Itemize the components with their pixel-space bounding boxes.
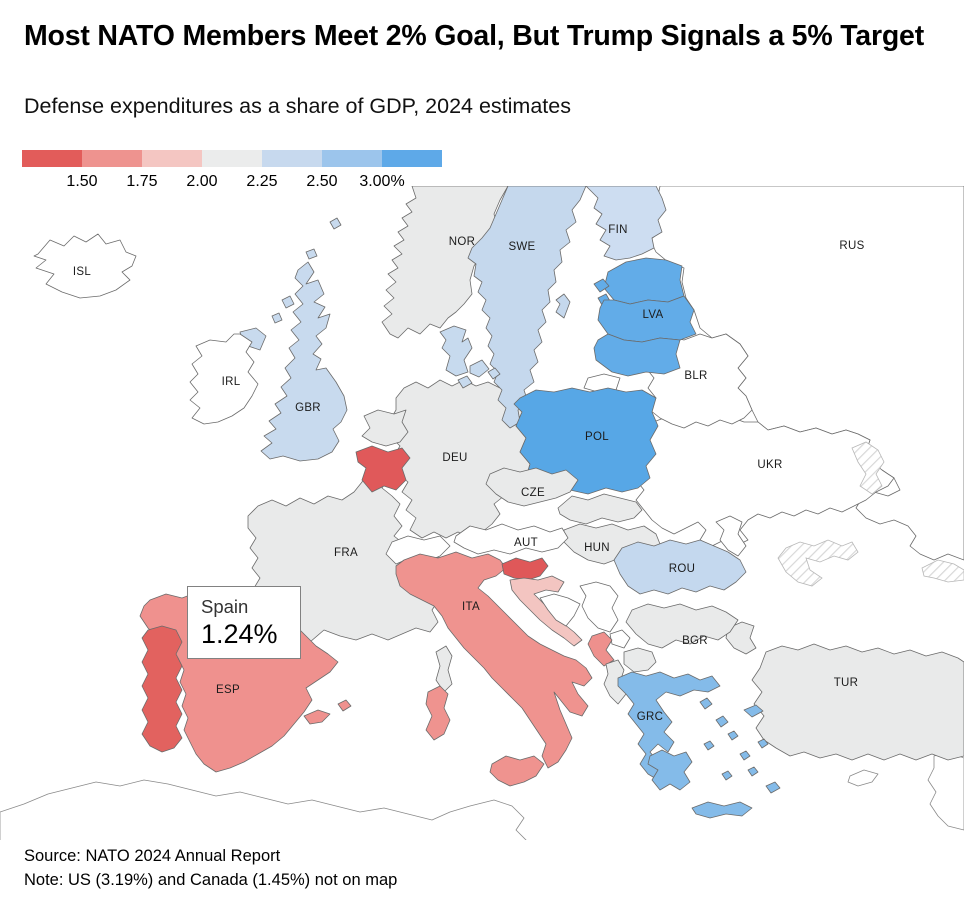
country-label-fin: FIN: [608, 224, 627, 236]
country-irl[interactable]: [189, 333, 259, 425]
country-est[interactable]: [603, 257, 685, 305]
gotland-island[interactable]: [555, 293, 571, 319]
legend-segment: [142, 150, 202, 167]
country-label-blr: BLR: [684, 370, 707, 382]
country-dnk[interactable]: [439, 325, 473, 377]
sardinia-island[interactable]: [425, 685, 451, 741]
country-bih[interactable]: [539, 593, 581, 627]
country-ukr[interactable]: [635, 415, 895, 547]
country-mda[interactable]: [715, 515, 747, 557]
country-cze[interactable]: [485, 467, 579, 507]
country-label-ita: ITA: [462, 601, 480, 613]
legend-segment: [82, 150, 142, 167]
country-srb[interactable]: [579, 581, 619, 633]
chart-footer: Source: NATO 2024 Annual Report Note: US…: [24, 845, 397, 893]
country-prt[interactable]: [141, 625, 183, 753]
country-tur-europe[interactable]: [725, 621, 757, 655]
legend-tick: 3.00%: [359, 173, 405, 190]
country-label-deu: DEU: [442, 452, 467, 464]
crete-island[interactable]: [691, 801, 753, 819]
country-lva[interactable]: [597, 295, 697, 343]
scottish-islands[interactable]: [271, 217, 342, 324]
country-alb[interactable]: [603, 659, 627, 705]
aegean-islands[interactable]: [699, 697, 781, 794]
tooltip-country-name: Spain: [201, 596, 249, 617]
country-label-nor: NOR: [449, 236, 475, 248]
country-swe[interactable]: [467, 186, 587, 429]
map-tooltip: Spain 1.24%: [187, 586, 301, 659]
country-mne[interactable]: [587, 631, 615, 667]
cyprus-island: [847, 769, 879, 787]
country-label-irl: IRL: [222, 376, 241, 388]
country-label-grc: GRC: [637, 711, 663, 723]
country-label-bgr: BGR: [682, 635, 708, 647]
legend-segment: [382, 150, 442, 167]
color-legend: 1.50 1.75 2.00 2.25 2.50 3.00%: [22, 150, 442, 195]
country-svn[interactable]: [501, 557, 549, 581]
country-label-gbr: GBR: [295, 402, 321, 414]
legend-segment: [22, 150, 82, 167]
country-ita[interactable]: [395, 551, 593, 769]
legend-color-bar: [22, 150, 442, 167]
balearic-islands[interactable]: [303, 699, 352, 725]
corsica-island[interactable]: [435, 645, 453, 693]
legend-segment: [202, 150, 262, 167]
country-label-rus: RUS: [839, 240, 864, 252]
sicily-island[interactable]: [489, 755, 545, 787]
tooltip-value: 1.24%: [201, 619, 278, 649]
crimea-hatched-region: [777, 539, 859, 587]
country-label-isl: ISL: [73, 266, 91, 278]
legend-tick: 1.75: [126, 173, 158, 190]
country-rou[interactable]: [613, 539, 747, 595]
page-subtitle: Defense expenditures as a share of GDP, …: [24, 94, 571, 118]
country-label-cze: CZE: [521, 487, 545, 499]
legend-segment: [322, 150, 382, 167]
levant-coast: [927, 751, 964, 831]
country-label-swe: SWE: [508, 241, 535, 253]
donbas-hatched-region: [851, 441, 885, 495]
africa-coast: [0, 779, 527, 840]
country-svk[interactable]: [557, 493, 643, 525]
country-label-fra: FRA: [334, 547, 358, 559]
country-nld[interactable]: [361, 409, 409, 447]
country-ltu[interactable]: [593, 333, 681, 377]
peloponnese-region[interactable]: [647, 749, 693, 791]
country-label-esp: ESP: [216, 684, 240, 696]
country-nor[interactable]: [381, 186, 509, 339]
source-text: Source: NATO 2024 Annual Report: [24, 847, 281, 865]
map-container: ISL NOR SWE FIN RUS IRL GBR LVA BLR DEU POL UKR CZE F…: [0, 186, 964, 840]
country-gbr[interactable]: [260, 261, 348, 462]
country-label-aut: AUT: [514, 537, 538, 549]
country-pol[interactable]: [513, 387, 659, 495]
legend-tick: 1.50: [66, 173, 98, 190]
country-bel[interactable]: [355, 445, 411, 493]
legend-tick: 2.00: [186, 173, 218, 190]
country-mkd[interactable]: [623, 647, 657, 673]
country-label-rou: ROU: [669, 563, 695, 575]
country-code-labels: ISL NOR SWE FIN RUS IRL GBR LVA BLR DEU POL UKR CZE F…: [73, 224, 864, 723]
legend-tick: 2.25: [246, 173, 278, 190]
page-title: Most NATO Members Meet 2% Goal, But Trum…: [24, 20, 924, 52]
country-label-ukr: UKR: [757, 459, 782, 471]
legend-segment: [262, 150, 322, 167]
country-aut[interactable]: [453, 523, 569, 555]
caucasus-hatched-region: [921, 559, 964, 583]
country-label-tur: TUR: [834, 677, 859, 689]
legend-tick-labels: 1.50 1.75 2.00 2.25 2.50 3.00%: [22, 173, 442, 195]
country-tur[interactable]: [751, 643, 964, 761]
country-xkx[interactable]: [609, 629, 631, 649]
country-label-hun: HUN: [584, 542, 610, 554]
country-fin[interactable]: [585, 186, 667, 261]
country-isl[interactable]: [33, 233, 137, 299]
europe-map: ISL NOR SWE FIN RUS IRL GBR LVA BLR DEU POL UKR CZE F…: [0, 186, 964, 840]
note-text: Note: US (3.19%) and Canada (1.45%) not …: [24, 870, 398, 889]
country-grc[interactable]: [617, 671, 721, 781]
legend-tick: 2.50: [306, 173, 338, 190]
country-label-pol: POL: [585, 431, 609, 443]
country-bgr[interactable]: [625, 603, 739, 649]
danish-islands[interactable]: [457, 359, 501, 389]
country-label-lva: LVA: [643, 309, 664, 321]
